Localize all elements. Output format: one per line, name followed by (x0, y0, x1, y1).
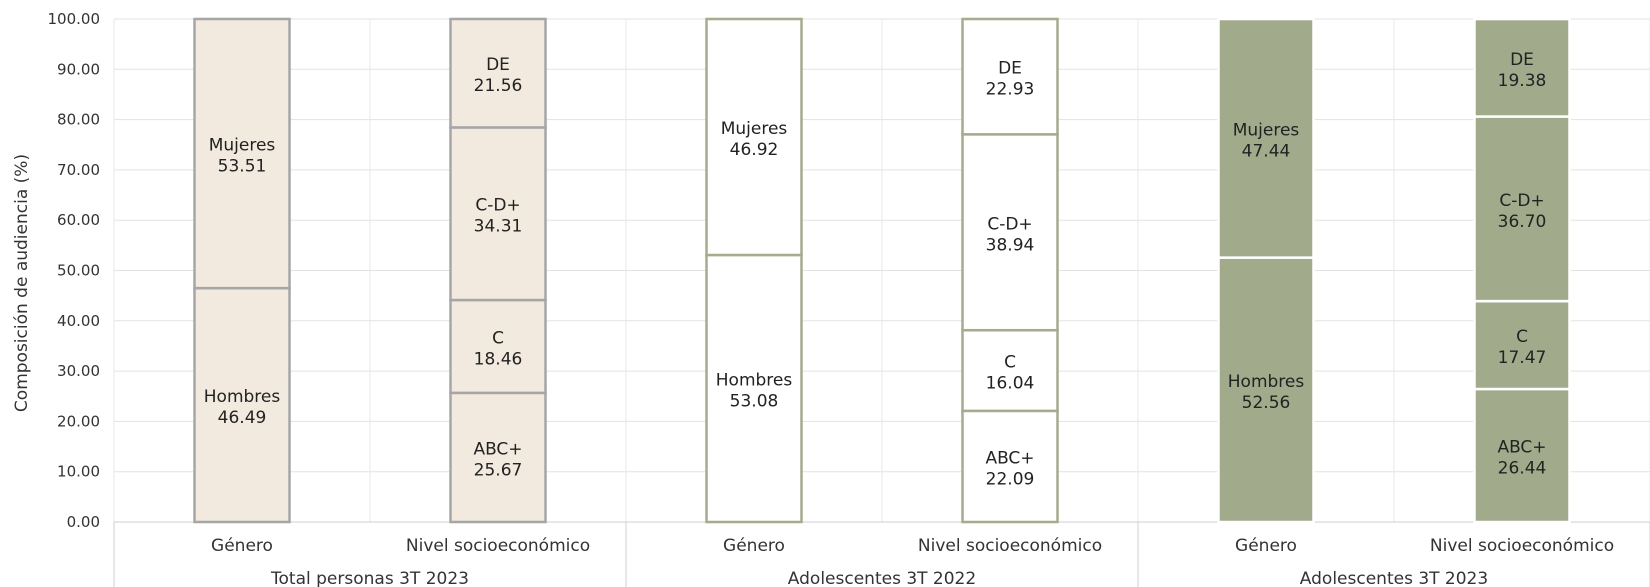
group-label: Total personas 3T 2023 (270, 569, 469, 587)
y-tick-label: 90.00 (57, 60, 100, 78)
segment-name-label: C (1516, 327, 1528, 347)
bar-segment (1473, 387, 1571, 524)
category-label: Nivel socioeconómico (406, 536, 590, 556)
segment-value-label: 17.47 (1498, 348, 1547, 368)
segment-name-label: C-D+ (1499, 191, 1544, 211)
bar-segment (449, 391, 547, 524)
bar-segment (193, 286, 291, 524)
segment-value-label: 52.56 (1242, 393, 1291, 413)
y-tick-label: 40.00 (57, 312, 100, 330)
bar-segment (449, 17, 547, 129)
gridlines (113, 18, 1650, 523)
bars (193, 17, 1571, 524)
bar-segment (1217, 17, 1315, 259)
segment-value-label: 16.04 (986, 374, 1035, 394)
segment-value-label: 53.51 (218, 157, 267, 177)
bar-segment (705, 17, 803, 257)
y-tick-label: 20.00 (57, 412, 100, 430)
y-axis-title: Composición de audiencia (%) (12, 154, 32, 412)
segment-name-label: Mujeres (721, 119, 788, 139)
bar-segment (449, 126, 547, 302)
segment-value-label: 36.70 (1498, 212, 1547, 232)
segment-value-label: 47.44 (1242, 141, 1291, 161)
category-label: Género (723, 536, 785, 556)
segment-value-label: 22.93 (986, 80, 1035, 100)
segment-name-label: Hombres (1228, 372, 1305, 392)
category-label: Género (211, 536, 273, 556)
segment-name-label: ABC+ (473, 439, 522, 459)
segment-value-label: 38.94 (986, 235, 1035, 255)
segment-value-label: 22.09 (986, 469, 1035, 489)
segment-value-label: 25.67 (474, 460, 523, 480)
segment-value-label: 19.38 (1498, 71, 1547, 91)
segment-name-label: Hombres (716, 371, 793, 391)
segment-name-label: DE (998, 59, 1022, 79)
segment-value-label: 53.08 (730, 392, 779, 412)
segment-value-label: 46.92 (730, 140, 779, 160)
bar-segment (1217, 256, 1315, 524)
y-tick-label: 10.00 (57, 463, 100, 481)
segment-name-label: Mujeres (1233, 120, 1300, 140)
axes: 0.00 10.00 20.00 30.00 40.00 50.00 60.00 70.00 8… (48, 10, 1650, 587)
y-tick-label: 50.00 (57, 262, 100, 280)
segment-name-label: C-D+ (475, 196, 520, 216)
y-tick-label: 70.00 (57, 161, 100, 179)
segment-value-label: 21.56 (474, 76, 523, 96)
segment-name-label: C-D+ (987, 214, 1032, 234)
segment-value-label: 34.31 (474, 217, 523, 237)
bar-segment (961, 409, 1059, 524)
segment-name-label: Hombres (204, 387, 281, 407)
segment-name-label: DE (486, 55, 510, 75)
segment-name-label: DE (1510, 50, 1534, 70)
segment-name-label: ABC+ (1497, 438, 1546, 458)
segment-value-label: 46.49 (218, 408, 267, 428)
labels: Total personas 3T 2023GéneroHombres46.49… (204, 50, 1614, 587)
y-tick-label: 60.00 (57, 211, 100, 229)
bar-segment (1473, 115, 1571, 303)
bar-segment (705, 253, 803, 524)
bar-segment (961, 328, 1059, 413)
category-label: Género (1235, 536, 1297, 556)
bar-segment (961, 17, 1059, 136)
segment-value-label: 18.46 (474, 349, 523, 369)
group-label: Adolescentes 3T 2022 (788, 569, 976, 587)
segment-name-label: Mujeres (209, 136, 276, 156)
bar-segment (193, 17, 291, 290)
bar-segment (1473, 17, 1571, 118)
category-label: Nivel socioeconómico (918, 536, 1102, 556)
segment-name-label: ABC+ (985, 448, 1034, 468)
category-label: Nivel socioeconómico (1430, 536, 1614, 556)
segment-value-label: 26.44 (1498, 459, 1547, 479)
y-tick-label: 80.00 (57, 111, 100, 129)
bar-segment (961, 133, 1059, 332)
segment-name-label: C (1004, 353, 1016, 373)
y-tick-label: 30.00 (57, 362, 100, 380)
y-tick-label: 100.00 (48, 10, 101, 28)
y-tick-label: 0.00 (67, 513, 100, 531)
group-label: Adolescentes 3T 2023 (1300, 569, 1488, 587)
segment-name-label: C (492, 328, 504, 348)
